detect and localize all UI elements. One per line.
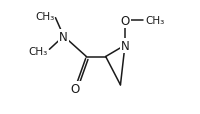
Text: CH₃: CH₃ — [35, 12, 55, 21]
Text: O: O — [120, 14, 130, 27]
Text: N: N — [121, 39, 129, 52]
Text: O: O — [70, 82, 80, 95]
Text: CH₃: CH₃ — [28, 46, 48, 56]
Text: CH₃: CH₃ — [145, 16, 165, 26]
Text: N: N — [59, 30, 68, 43]
